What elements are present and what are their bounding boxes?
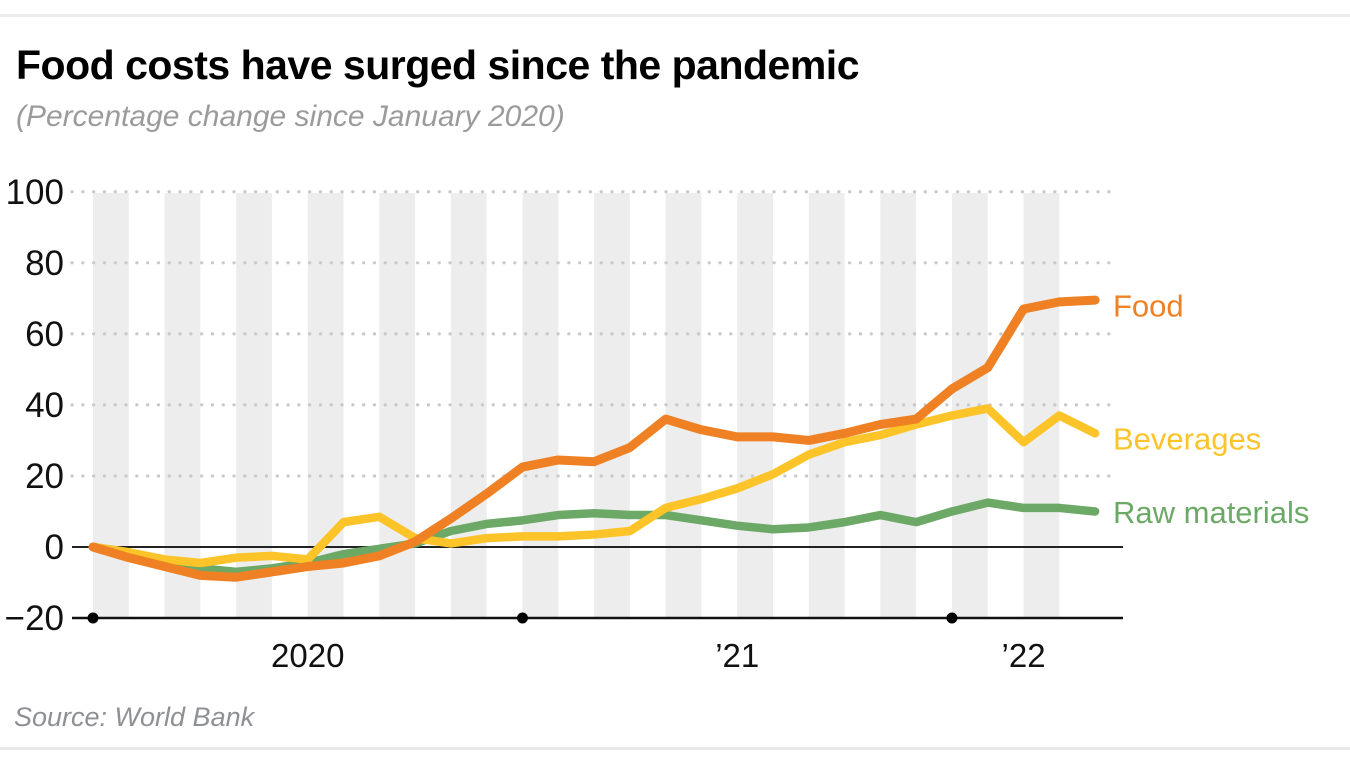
gridlines [70,190,1123,548]
chart-subtitle: (Percentage change since January 2020) [16,100,565,133]
month-stripe [665,193,702,618]
y-tick-label: 20 [25,457,64,496]
y-tick-label: 60 [25,315,64,354]
y-tick-label: 80 [25,244,64,283]
x-tick-label: ’21 [715,637,759,674]
series-line-food [88,295,1100,582]
source-credit: Source: World Bank [14,702,255,732]
y-axis-labels: 100 80 60 40 20 0 −20 [5,173,64,638]
x-tick-label: 2020 [271,637,344,674]
month-stripe [522,193,559,618]
x-axis-january-dot [87,612,99,624]
page-title: Food costs have surged since the pandemi… [16,42,860,88]
y-tick-label: 40 [25,386,64,425]
series-label-food: Food [1113,288,1184,323]
x-axis-january-dot [946,612,958,624]
series-end-labels: Food Beverages Raw materials [1113,288,1309,530]
month-stripe [880,193,917,618]
bottom-divider [0,747,1350,750]
x-axis-january-dot [516,612,528,624]
x-tick-label: ’22 [1002,637,1046,674]
series-label-beverages: Beverages [1113,422,1261,457]
y-tick-label: 100 [6,173,64,212]
top-divider [0,14,1350,17]
y-tick-label: 0 [45,528,64,567]
series-label-raw-materials: Raw materials [1113,495,1309,530]
x-axis [72,612,1123,624]
y-tick-label: −20 [5,599,64,638]
series-line-beverages [88,404,1100,568]
x-axis-labels: 2020 ’21 ’22 [271,637,1046,674]
series-lines [88,295,1100,582]
